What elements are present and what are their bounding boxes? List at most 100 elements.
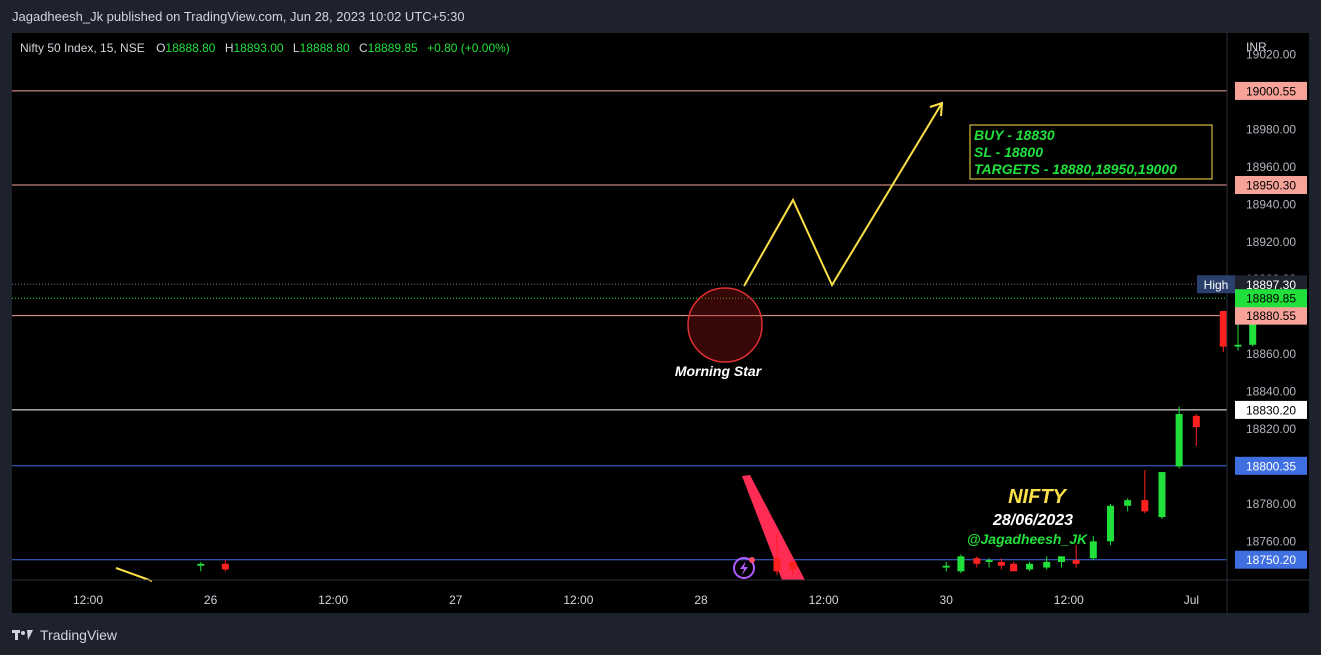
- candle-body: [1043, 561, 1051, 568]
- candle: [1141, 470, 1149, 514]
- currency-label: INR: [1246, 40, 1267, 54]
- candle: [197, 561, 205, 572]
- x-tick-label: Jul: [1184, 593, 1199, 607]
- candle: [1219, 311, 1227, 353]
- x-tick-label: 26: [204, 593, 218, 607]
- level-tag: [1235, 550, 1307, 569]
- y-tick-label: 18840.00: [1246, 385, 1296, 399]
- x-tick-label: 12:00: [809, 593, 839, 607]
- candle-body: [1089, 541, 1097, 559]
- candle: [1072, 545, 1080, 568]
- annotation-handle: @Jagadheesh_JK: [967, 531, 1088, 547]
- candle: [942, 561, 950, 572]
- trade-buy: BUY - 18830: [974, 127, 1055, 143]
- candle: [1158, 472, 1166, 519]
- footer-bar: TradingView: [0, 614, 1321, 655]
- candle: [1057, 556, 1065, 568]
- annotation-title: NIFTY: [1008, 486, 1067, 508]
- candle: [1124, 498, 1132, 512]
- y-tick-label: 18760.00: [1246, 534, 1296, 548]
- trade-sl: SL - 18800: [974, 144, 1043, 160]
- publisher-line: Jagadheesh_Jk published on TradingView.c…: [12, 9, 465, 24]
- trade-targets: TARGETS - 18880,18950,19000: [974, 161, 1177, 177]
- trend-line-segment: [115, 567, 153, 582]
- candle-body: [1192, 415, 1200, 428]
- axis-layer: 19020.0019000.0018980.0018960.0018940.00…: [12, 33, 1309, 613]
- level-tag-label: 19000.55: [1246, 84, 1296, 98]
- legend-close: 18889.85: [368, 41, 418, 55]
- candle-body: [1010, 563, 1018, 572]
- candle-body: [773, 558, 781, 572]
- drawings-layer: [115, 101, 944, 582]
- candle: [1043, 556, 1051, 570]
- candle-body: [197, 563, 205, 566]
- tradingview-logo-icon: [12, 630, 33, 640]
- level-tag: [1235, 176, 1307, 195]
- level-tag: [1235, 456, 1307, 475]
- candle-body: [1057, 556, 1065, 562]
- candle: [1026, 561, 1034, 572]
- y-tick-label: 18820.00: [1246, 422, 1296, 436]
- y-tick-label: 18920.00: [1246, 235, 1296, 249]
- down-wedge: [742, 475, 805, 580]
- candle: [773, 533, 781, 576]
- candle-body: [1072, 560, 1080, 564]
- candle: [973, 556, 981, 568]
- high-value-label: 18897.30: [1246, 278, 1296, 292]
- high-tag-label: High: [1204, 278, 1229, 292]
- level-tag-label: 18880.55: [1246, 309, 1296, 323]
- last-price-label: 18889.85: [1246, 292, 1296, 306]
- level-tag: [1235, 306, 1307, 325]
- candle-body: [1158, 472, 1166, 518]
- candle-body: [1141, 500, 1149, 512]
- high-value-tag: [1235, 275, 1307, 294]
- candle-body: [789, 561, 797, 570]
- x-tick-label: 28: [694, 593, 708, 607]
- candle: [997, 558, 1005, 570]
- candle-body: [997, 561, 1005, 566]
- legend-low: 18888.80: [300, 41, 350, 55]
- candle-body: [1234, 344, 1242, 347]
- x-tick-label: 12:00: [563, 593, 593, 607]
- candle-body: [942, 565, 950, 568]
- candle-body: [1175, 414, 1183, 467]
- lightning-icon[interactable]: [733, 557, 755, 579]
- tradingview-brand[interactable]: TradingView: [12, 627, 117, 643]
- candle-body: [1106, 505, 1114, 542]
- candle: [1089, 535, 1097, 561]
- price-chart[interactable]: 19020.0019000.0018980.0018960.0018940.00…: [12, 33, 1309, 613]
- annotation-date: 28/06/2023: [992, 512, 1073, 529]
- legend-high: 18893.00: [234, 41, 284, 55]
- levels-layer: [12, 90, 1227, 561]
- y-tick-label: 19020.00: [1246, 48, 1296, 62]
- candle: [1106, 503, 1114, 546]
- candle-body: [985, 560, 993, 562]
- projection-arrowhead: [929, 101, 944, 117]
- candle-body: [1249, 305, 1257, 345]
- publisher-bar: Jagadheesh_Jk published on TradingView.c…: [0, 0, 1321, 33]
- candle-body: [1124, 500, 1132, 506]
- x-tick-label: 30: [940, 593, 954, 607]
- candle: [221, 560, 229, 572]
- candle-body: [1026, 563, 1034, 570]
- y-tick-label: 18960.00: [1246, 160, 1296, 174]
- level-tag-label: 18950.30: [1246, 179, 1296, 193]
- level-tag-label: 18800.35: [1246, 459, 1296, 473]
- legend-line: Nifty 50 Index, 15, NSE O18888.80 H18893…: [20, 41, 510, 55]
- pattern-label: Morning Star: [675, 363, 763, 379]
- legend-open: 18888.80: [165, 41, 215, 55]
- candle-body: [1219, 311, 1227, 347]
- level-tag-label: 18750.20: [1246, 553, 1296, 567]
- projection-zigzag: [743, 102, 943, 288]
- tags-layer: 19000.55 18950.30 18880.55 18830.20 18800.35…: [1197, 81, 1307, 569]
- candle: [789, 561, 797, 576]
- legend-change: +0.80 (+0.00%): [427, 41, 510, 55]
- chart-frame[interactable]: 19020.0019000.0018980.0018960.0018940.00…: [12, 33, 1309, 613]
- level-tag: [1235, 81, 1307, 100]
- candle-body: [221, 563, 229, 570]
- morning-star-ellipse: [687, 287, 763, 363]
- trade-box: [969, 124, 1213, 180]
- x-tick-label: 12:00: [73, 593, 103, 607]
- x-tick-label: 12:00: [318, 593, 348, 607]
- x-tick-label: 12:00: [1054, 593, 1084, 607]
